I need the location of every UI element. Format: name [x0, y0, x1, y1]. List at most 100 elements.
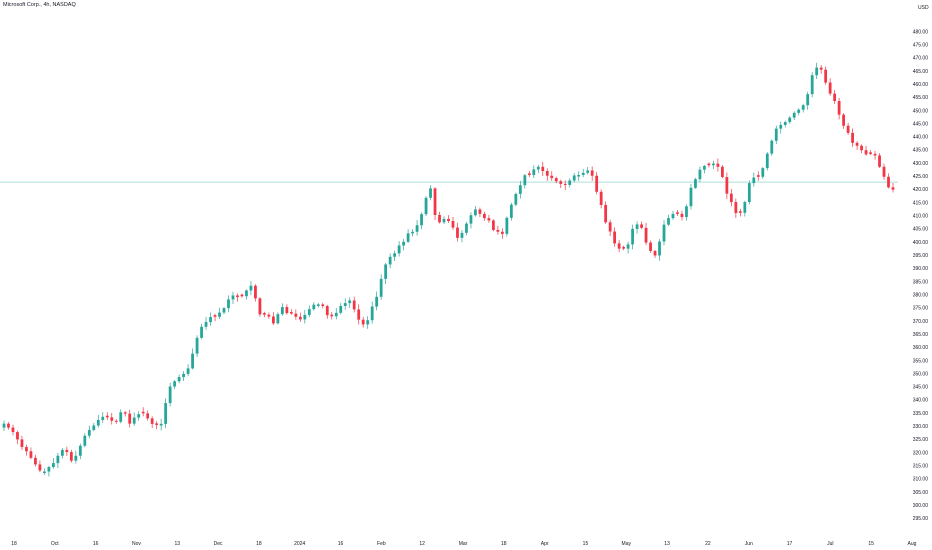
- candle-body: [824, 69, 828, 83]
- candle: [465, 221, 468, 236]
- candle-body: [397, 245, 401, 254]
- candle: [249, 281, 253, 296]
- y-tick-label: 315.00: [913, 464, 929, 470]
- candle: [873, 150, 877, 160]
- candle: [424, 196, 428, 217]
- candle: [438, 211, 441, 224]
- candle-body: [204, 322, 208, 327]
- candle: [532, 165, 536, 179]
- candle-body: [712, 163, 715, 166]
- candle-body: [101, 416, 105, 420]
- y-tick-label: 395.00: [913, 253, 929, 259]
- candle-body: [289, 312, 293, 314]
- candle: [662, 220, 666, 246]
- candle: [860, 144, 863, 154]
- candle: [577, 171, 581, 181]
- y-tick-label: 435.00: [913, 148, 929, 154]
- candle-body: [92, 425, 96, 430]
- candle-body: [707, 163, 711, 166]
- candle: [527, 170, 531, 177]
- candle: [402, 238, 405, 251]
- candle: [177, 374, 181, 384]
- candle: [774, 125, 778, 145]
- candle: [191, 348, 194, 370]
- candle-body: [388, 256, 392, 265]
- candle-body: [150, 418, 154, 424]
- candle-body: [245, 290, 248, 297]
- candle-body: [303, 314, 307, 320]
- candle: [307, 305, 311, 318]
- candle-body: [505, 217, 509, 234]
- candle: [595, 172, 599, 195]
- candle-body: [406, 233, 410, 242]
- candle-body: [738, 211, 742, 213]
- candle-body: [285, 307, 289, 314]
- candle: [712, 160, 715, 170]
- y-tick-label: 410.00: [913, 214, 929, 220]
- candle-body: [25, 447, 28, 452]
- candle-body: [447, 218, 450, 221]
- candle: [442, 216, 446, 225]
- candle-body: [465, 223, 468, 233]
- candle: [213, 313, 217, 322]
- candle: [828, 78, 832, 96]
- candle: [303, 309, 307, 324]
- candle-body: [640, 224, 643, 228]
- candle-body: [586, 170, 590, 173]
- candle-body: [74, 455, 78, 461]
- candle: [182, 371, 185, 381]
- y-tick-label: 380.00: [913, 292, 929, 298]
- candle: [47, 465, 51, 477]
- candle-body: [294, 313, 298, 317]
- x-tick-label: 16: [338, 541, 344, 547]
- candle: [492, 219, 495, 232]
- candle: [83, 433, 87, 448]
- candle-body: [258, 298, 262, 315]
- candle: [195, 335, 199, 358]
- candle: [869, 150, 872, 155]
- candle: [51, 457, 55, 469]
- candle: [16, 430, 19, 445]
- candle-body: [231, 295, 235, 300]
- candle: [366, 316, 370, 329]
- candle: [222, 306, 226, 315]
- y-tick-label: 405.00: [913, 227, 929, 233]
- candle-body: [819, 67, 823, 70]
- candle-body: [770, 140, 774, 154]
- candle-body: [339, 306, 343, 313]
- candle-body: [155, 423, 159, 425]
- candle-body: [433, 188, 437, 215]
- candle-body: [254, 285, 257, 299]
- candle-body: [846, 125, 850, 133]
- candle-body: [703, 166, 706, 170]
- candle-body: [182, 373, 185, 378]
- candle-body: [833, 93, 837, 101]
- candle: [2, 420, 6, 431]
- candle-body: [810, 75, 814, 95]
- candle-body: [200, 326, 203, 338]
- candle-body: [370, 306, 374, 321]
- candle: [770, 139, 774, 156]
- y-tick-label: 455.00: [913, 95, 929, 101]
- y-tick-label: 440.00: [913, 135, 929, 141]
- candle-body: [16, 432, 19, 440]
- candle-body: [869, 152, 872, 154]
- candle-body: [105, 415, 109, 418]
- x-axis: 18 Oct 16 Nov 13 Dec 18 2024 16 Feb 12 Mar 18 Apr 15 Ma…: [11, 541, 916, 547]
- candle: [406, 229, 410, 244]
- candle: [882, 163, 886, 180]
- candle-body: [577, 174, 581, 177]
- candle-body: [218, 312, 221, 317]
- x-tick-label: 13: [174, 541, 180, 547]
- candle-body: [123, 412, 127, 414]
- candle-body: [676, 212, 679, 214]
- candle-body: [402, 241, 405, 246]
- candle-body: [483, 213, 486, 219]
- candle-body: [671, 213, 675, 219]
- candle: [334, 307, 338, 320]
- candle: [352, 296, 356, 313]
- candle-body: [514, 193, 518, 205]
- candle: [608, 219, 612, 237]
- candle: [280, 303, 284, 316]
- candle: [851, 128, 854, 147]
